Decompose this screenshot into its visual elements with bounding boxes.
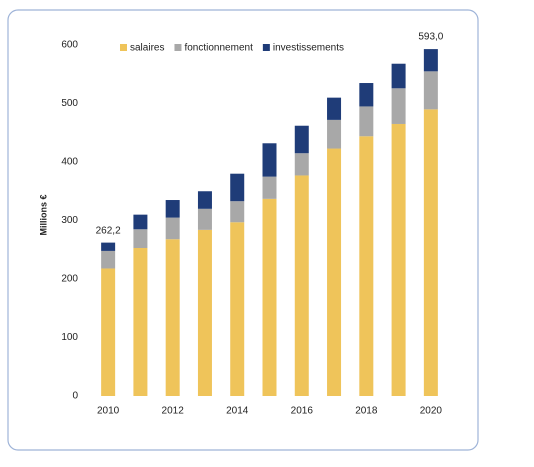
bar-segment bbox=[359, 106, 374, 137]
bar-segment bbox=[294, 153, 309, 176]
legend-label: fonctionnement bbox=[184, 43, 253, 54]
bar-segment bbox=[423, 109, 438, 396]
bar-segment bbox=[101, 268, 116, 396]
bar-segment bbox=[359, 83, 374, 107]
bar-segment bbox=[262, 176, 277, 199]
legend-swatch bbox=[174, 44, 182, 51]
bar-segment bbox=[133, 214, 148, 230]
x-tick-label: 2020 bbox=[420, 406, 443, 417]
x-tick-label: 2012 bbox=[162, 406, 185, 417]
bar-segment bbox=[165, 217, 180, 240]
y-tick-label: 0 bbox=[72, 391, 78, 402]
legend-label: salaires bbox=[130, 43, 164, 54]
bar-segment bbox=[327, 119, 342, 149]
legend-swatch bbox=[120, 44, 127, 51]
bar-segment bbox=[165, 239, 180, 396]
bar-segment bbox=[262, 143, 277, 177]
bar-segment bbox=[230, 222, 245, 396]
x-tick-label: 2010 bbox=[97, 406, 120, 417]
total-label: 593,0 bbox=[418, 32, 443, 43]
bar-segment bbox=[391, 88, 406, 124]
bar-segment bbox=[133, 247, 148, 396]
bar-segment bbox=[101, 242, 116, 251]
x-tick-label: 2018 bbox=[355, 406, 378, 417]
bar-segment bbox=[230, 173, 245, 202]
bar-segment bbox=[423, 71, 438, 110]
legend-swatch bbox=[262, 44, 270, 51]
bar-segment bbox=[165, 200, 180, 218]
y-tick-label: 300 bbox=[61, 215, 78, 226]
bar-segment bbox=[101, 250, 116, 269]
bar-segment bbox=[197, 208, 212, 230]
x-tick-label: 2014 bbox=[226, 406, 249, 417]
bar-segment bbox=[294, 175, 309, 396]
bar-segment bbox=[133, 229, 148, 248]
bar-segment bbox=[391, 63, 406, 89]
bar-segment bbox=[391, 123, 406, 396]
bar-segment bbox=[197, 229, 212, 396]
bar-segment bbox=[230, 201, 245, 223]
y-tick-label: 200 bbox=[61, 274, 78, 285]
bar-segment bbox=[359, 136, 374, 396]
bar-segment bbox=[423, 49, 438, 72]
y-tick-label: 400 bbox=[61, 157, 78, 168]
bar-segment bbox=[327, 97, 342, 120]
total-label: 262,2 bbox=[96, 225, 121, 236]
bar-segment bbox=[197, 191, 212, 209]
y-axis-label: Millions € bbox=[38, 194, 48, 235]
y-tick-label: 500 bbox=[61, 98, 78, 109]
y-tick-label: 100 bbox=[61, 332, 78, 343]
legend-label: investissements bbox=[273, 43, 344, 54]
bar-segment bbox=[294, 125, 309, 154]
y-tick-label: 600 bbox=[61, 40, 78, 51]
bar-segment bbox=[262, 198, 277, 396]
bar-segment bbox=[327, 148, 342, 396]
x-tick-label: 2016 bbox=[291, 406, 314, 417]
